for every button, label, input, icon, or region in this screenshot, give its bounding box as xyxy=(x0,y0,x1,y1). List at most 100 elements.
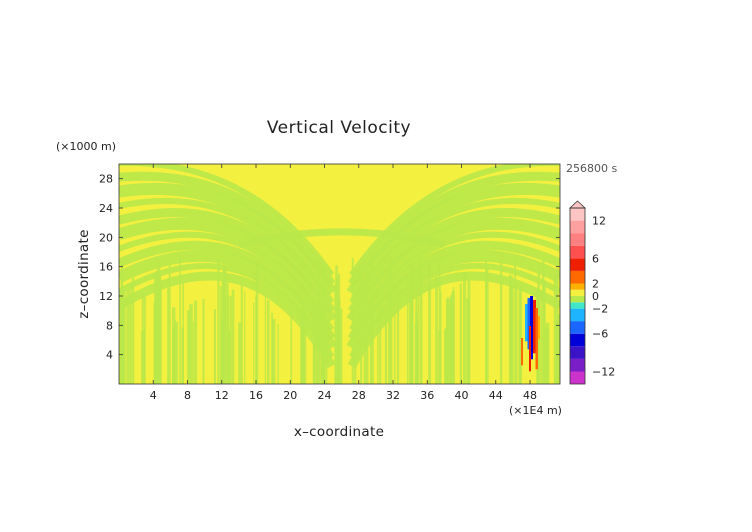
colorbar-level xyxy=(570,346,585,359)
field-streak xyxy=(514,258,516,384)
x-tick-label: 32 xyxy=(386,389,400,402)
colorbar-level xyxy=(570,296,585,303)
field-streak xyxy=(238,322,242,384)
field-streak xyxy=(415,313,418,384)
field-arch-band-left xyxy=(119,197,335,304)
y-tick-label: 4 xyxy=(106,349,113,362)
y-tick-label: 8 xyxy=(106,319,113,332)
field-streak xyxy=(301,317,304,384)
colorbar-level xyxy=(570,321,585,334)
colorbar-level xyxy=(570,258,585,271)
velocity-field xyxy=(119,164,560,384)
field-streak xyxy=(173,320,176,384)
field-streak xyxy=(557,314,560,384)
updraft-feature xyxy=(521,296,540,372)
field-streak xyxy=(120,304,125,384)
colorbar: 12 6 20−2 −6 −12 xyxy=(568,200,615,385)
updraft-streak xyxy=(525,304,529,342)
chart-title: Vertical Velocity xyxy=(267,118,411,138)
field-streak xyxy=(192,321,194,384)
field-arch-band-left xyxy=(119,164,335,277)
field-streak xyxy=(202,298,205,384)
colorbar-tick-label: −2 xyxy=(592,303,608,316)
field-streak xyxy=(446,297,450,384)
field-streak xyxy=(253,302,255,384)
x-tick-label: 36 xyxy=(420,389,434,402)
colorbar-level xyxy=(570,308,585,322)
field-arch-band-left xyxy=(119,231,335,332)
y-tick-label: 12 xyxy=(99,290,113,303)
updraft-streak xyxy=(527,298,531,350)
field-streak xyxy=(223,266,227,384)
field-streak xyxy=(221,279,225,384)
field-streak xyxy=(182,281,184,384)
x-tick-label: 4 xyxy=(150,389,157,402)
field-arch-band-left xyxy=(119,249,337,351)
field-streak xyxy=(219,286,222,384)
field-streak xyxy=(189,304,193,384)
y-tick-label: 28 xyxy=(99,173,113,186)
field-streak xyxy=(338,298,341,384)
field-streak xyxy=(244,291,246,384)
colorbar-level xyxy=(570,270,585,284)
colorbar-level xyxy=(570,371,585,384)
colorbar-level xyxy=(570,333,585,347)
y-unit-label: (×1000 m) xyxy=(56,140,116,153)
field-arch-band-right xyxy=(346,249,560,351)
field-streak xyxy=(555,268,559,384)
field-streak xyxy=(508,274,512,384)
field-streak xyxy=(448,299,452,384)
field-arch-band-left xyxy=(119,262,335,359)
field-central-band xyxy=(238,228,446,249)
colorbar-level xyxy=(570,302,585,309)
field-arch-band-left xyxy=(119,217,337,324)
colorbar-tick-label: −12 xyxy=(592,365,615,378)
field-streak xyxy=(264,261,267,384)
field-arch-band-right xyxy=(346,182,560,297)
field-streak xyxy=(377,311,379,384)
field-streak xyxy=(388,263,391,384)
field-streak xyxy=(467,277,471,384)
updraft-streak xyxy=(529,326,531,372)
field-streak xyxy=(217,258,220,384)
field-streak xyxy=(389,260,393,384)
field-streak xyxy=(452,287,455,384)
field-arch-band-right xyxy=(349,164,560,277)
field-streak xyxy=(168,264,171,384)
field-streak xyxy=(485,267,489,384)
x-tick-label: 16 xyxy=(249,389,263,402)
y-tick-label: 16 xyxy=(99,261,113,274)
updraft-streak xyxy=(535,308,538,370)
field-streak xyxy=(277,324,279,384)
field-streak xyxy=(394,287,396,384)
field-streak xyxy=(271,319,276,384)
colorbar-frame xyxy=(569,207,586,385)
x-tick-label: 28 xyxy=(352,389,366,402)
field-streak xyxy=(485,282,487,384)
field-streak xyxy=(229,295,232,384)
field-streak xyxy=(175,321,178,384)
x-axis: 4 8 12 16 20 24 28 32 36 40 44 48 xyxy=(150,164,537,402)
field-streak xyxy=(313,331,315,384)
field-streak xyxy=(516,287,518,384)
field-streak xyxy=(155,270,157,384)
x-tick-label: 20 xyxy=(283,389,297,402)
time-label: 256800 s xyxy=(566,162,617,175)
x-tick-label: 44 xyxy=(489,389,503,402)
field-arch-band-right xyxy=(349,262,560,359)
field-streak xyxy=(129,283,132,384)
field-streak xyxy=(444,328,447,384)
field-streak xyxy=(518,323,522,384)
field-streak xyxy=(167,288,170,384)
colorbar-tick-label: −6 xyxy=(592,328,608,341)
colorbar-level xyxy=(570,245,585,259)
colorbar-level xyxy=(570,358,585,372)
updraft-streak xyxy=(533,300,536,354)
field-streak xyxy=(290,307,293,384)
field-streak xyxy=(540,290,543,384)
field-streak xyxy=(397,279,400,384)
field-streak xyxy=(379,304,382,384)
field-streak xyxy=(231,289,235,384)
field-streak xyxy=(131,277,135,384)
